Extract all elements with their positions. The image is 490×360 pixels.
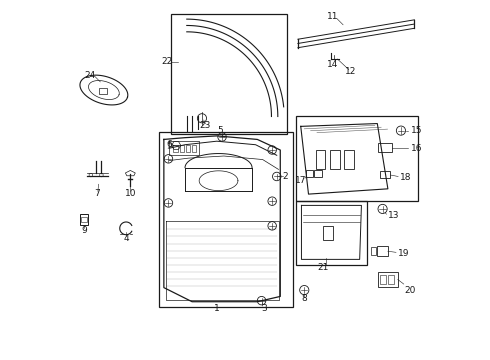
Text: 5: 5 (218, 126, 223, 135)
Bar (380, 275, 387, 284)
Text: 2: 2 (283, 172, 289, 181)
Text: 24: 24 (84, 71, 96, 80)
Bar (322, 226, 333, 240)
Bar (330, 150, 340, 170)
Bar (371, 247, 376, 255)
Text: 3: 3 (262, 303, 267, 312)
Text: 7: 7 (94, 189, 99, 198)
Bar (180, 145, 184, 153)
Bar (316, 150, 325, 170)
Text: 6: 6 (166, 140, 172, 149)
Bar (81, 217, 87, 222)
Bar (186, 145, 190, 153)
Text: 19: 19 (398, 249, 409, 258)
Bar (378, 273, 398, 287)
Bar (306, 170, 314, 177)
Bar (388, 275, 394, 284)
Bar (159, 132, 293, 307)
Text: 18: 18 (400, 174, 412, 183)
Text: 12: 12 (345, 67, 357, 76)
Text: 8: 8 (301, 294, 307, 303)
Text: 21: 21 (318, 263, 329, 272)
Bar (377, 246, 388, 256)
Bar (173, 145, 177, 153)
Text: 22: 22 (161, 57, 172, 66)
Bar (98, 88, 107, 94)
Bar (171, 14, 287, 134)
Bar (378, 143, 392, 153)
Bar (344, 150, 354, 170)
Text: 11: 11 (327, 12, 338, 21)
Text: 13: 13 (388, 211, 399, 220)
Text: 14: 14 (327, 60, 338, 69)
Bar (79, 214, 88, 225)
Bar (192, 145, 196, 153)
Bar (380, 171, 391, 178)
Text: 10: 10 (124, 189, 136, 198)
Text: 20: 20 (405, 285, 416, 294)
Bar (314, 170, 322, 177)
Text: 9: 9 (81, 226, 87, 235)
Bar (296, 201, 367, 265)
Text: 15: 15 (411, 126, 422, 135)
Text: 1: 1 (214, 303, 220, 312)
Text: 4: 4 (123, 234, 129, 243)
Text: 16: 16 (411, 144, 422, 153)
Bar (296, 117, 418, 201)
Text: 23: 23 (200, 121, 211, 130)
Text: 17: 17 (295, 176, 306, 185)
